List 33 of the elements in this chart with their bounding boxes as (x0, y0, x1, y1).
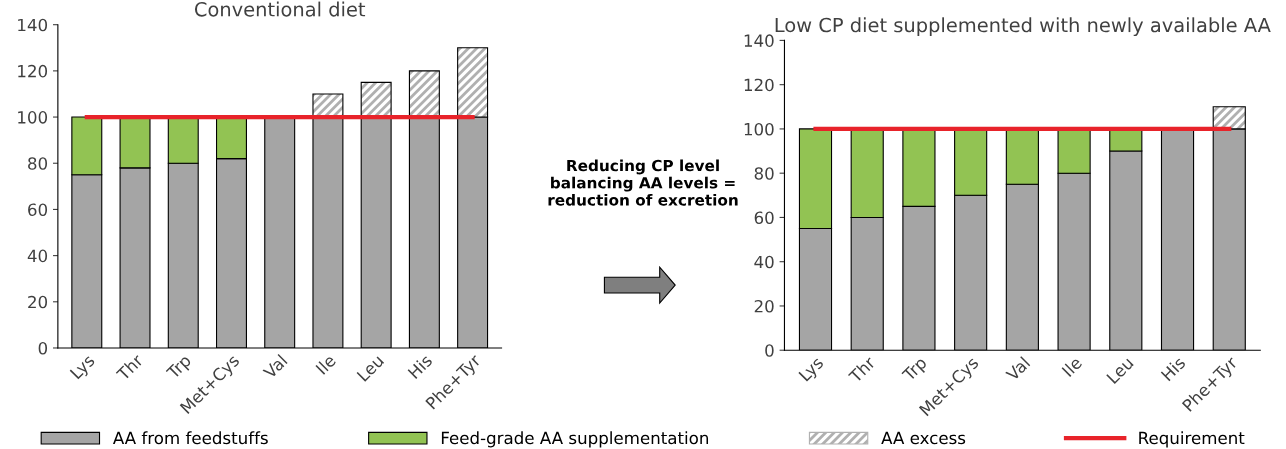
x-tick-label: Val (1004, 356, 1031, 382)
chart-title: Low CP diet supplemented with newly available AA (775, 17, 1271, 37)
x-tick-label: Thr (115, 352, 144, 382)
chart-title: Conventional diet (194, 1, 366, 17)
y-tick-label: 40 (754, 255, 774, 269)
x-tick-label: Val (262, 353, 288, 380)
text: Reducing CP level balancing AA levels = reduction of excretion (548, 159, 738, 206)
legend-label: Requirement (1139, 431, 1245, 448)
y-tick-label: 140 (18, 18, 48, 32)
y-tick-label: 20 (754, 299, 774, 313)
y-tick-label: 140 (744, 34, 774, 47)
x-tick-label: Thr (847, 355, 877, 384)
x-tick-label: Leu (1106, 356, 1134, 385)
y-tick-label: 60 (28, 203, 48, 216)
y-tick-label: 120 (18, 64, 48, 78)
y-tick-label: 80 (28, 157, 48, 170)
y-tick-label: 60 (754, 211, 774, 225)
y-tick-label: 120 (744, 78, 774, 92)
y-tick-label: 40 (27, 249, 48, 263)
legend-label: Feed-grade AA supplementation (441, 431, 709, 448)
y-tick-label: 20 (28, 295, 48, 309)
y-tick-label: 100 (18, 111, 48, 124)
x-tick-label: Leu (356, 354, 385, 382)
y-tick-label: 80 (754, 167, 774, 180)
y-tick-label: 100 (744, 122, 774, 136)
x-tick-label: Lys (69, 353, 98, 382)
y-tick-label: 0 (765, 344, 774, 357)
legend-label: AA excess (881, 431, 966, 445)
x-tick-label: Lys (798, 356, 827, 384)
legend-label: AA from feedstuffs (112, 431, 268, 445)
x-tick-label: Ile (1061, 355, 1083, 378)
y-tick-label: 0 (38, 341, 48, 355)
x-tick-label: Ile (315, 353, 337, 375)
